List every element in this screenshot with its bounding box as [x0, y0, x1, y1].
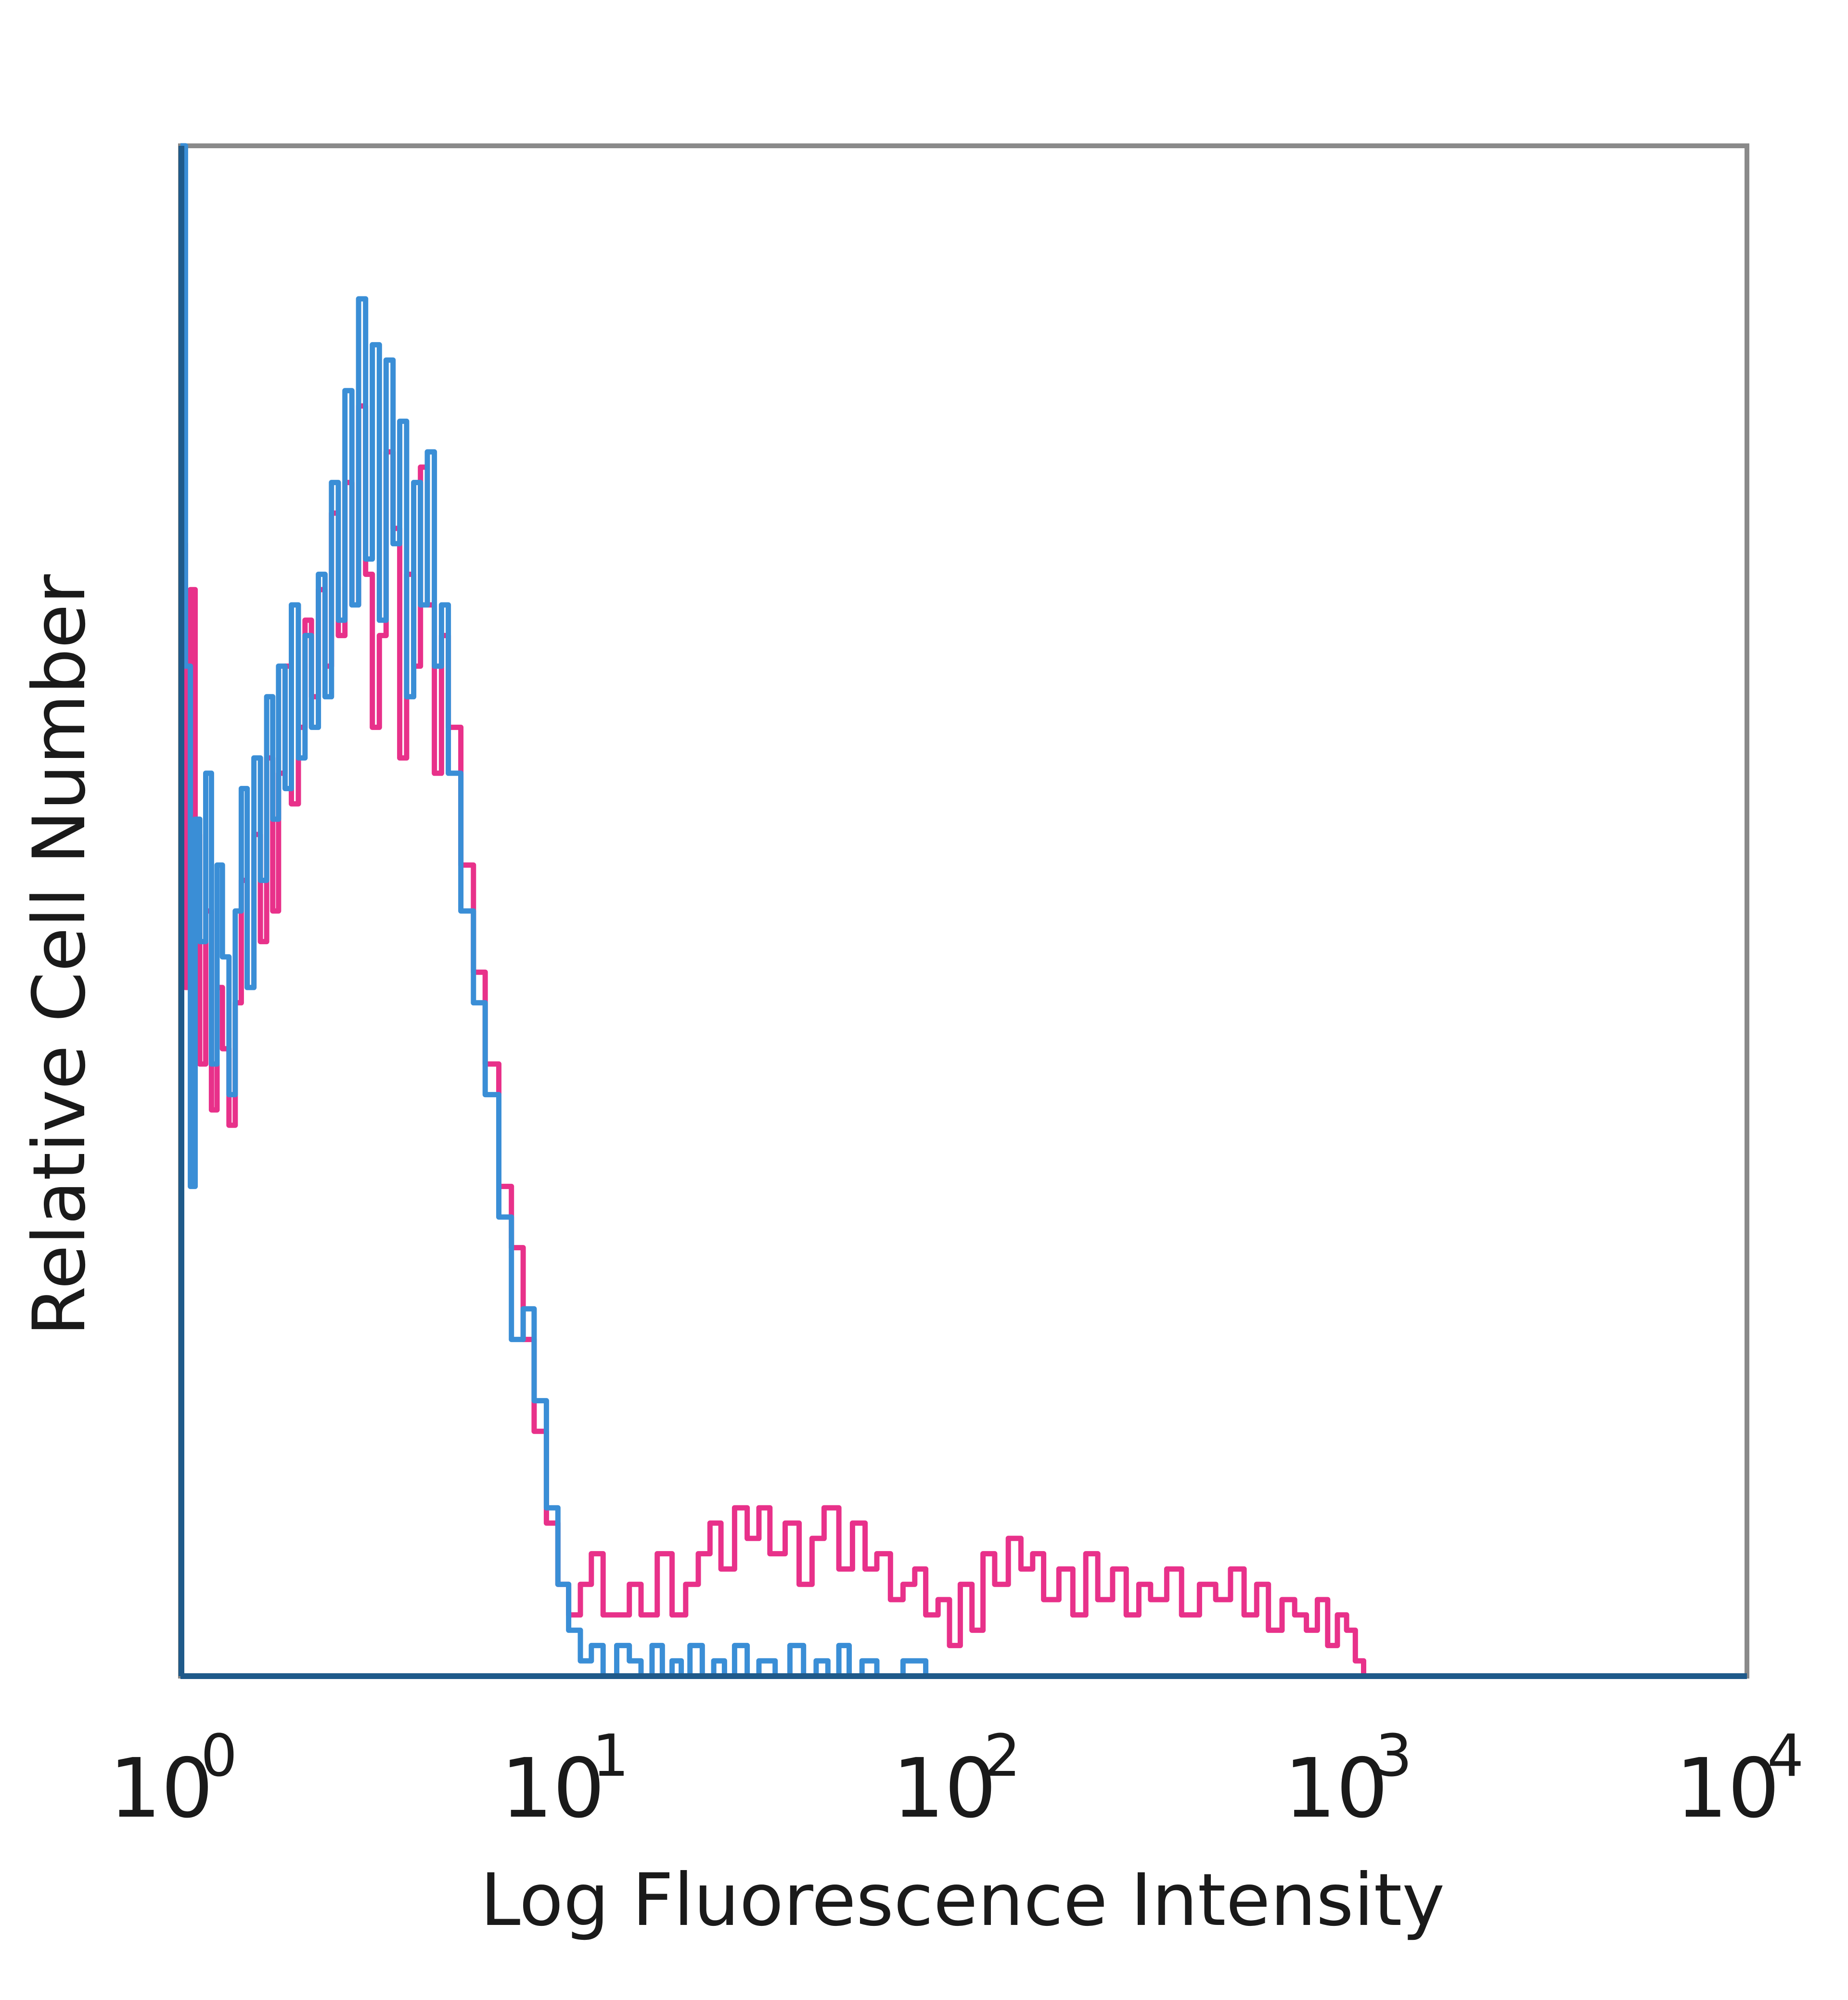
- y-axis-title: Relative Cell Number: [18, 574, 102, 1336]
- x-tick-exponent-0: 0: [201, 1723, 237, 1790]
- x-tick-labels: 100 101 102 103 104: [109, 1723, 1804, 1836]
- x-tick-label-3: 10: [1284, 1741, 1388, 1836]
- x-tick-label-1: 10: [501, 1741, 605, 1836]
- histogram-series-2: [180, 143, 1747, 1679]
- series-layer: [180, 143, 1747, 1679]
- x-tick-exponent-3: 3: [1375, 1723, 1412, 1790]
- x-tick-label-2: 10: [892, 1741, 996, 1836]
- x-axis-title: Log Fluorescence Intensity: [480, 1859, 1445, 1942]
- x-tick-exponent-2: 2: [984, 1723, 1020, 1790]
- x-tick-label-4: 10: [1676, 1741, 1780, 1836]
- plot-frame: [178, 143, 1749, 1679]
- x-tick-exponent-4: 4: [1767, 1723, 1804, 1790]
- x-tick-exponent-1: 1: [592, 1723, 629, 1790]
- x-tick-label-0: 10: [109, 1741, 213, 1836]
- histogram-series-1: [180, 403, 1366, 1676]
